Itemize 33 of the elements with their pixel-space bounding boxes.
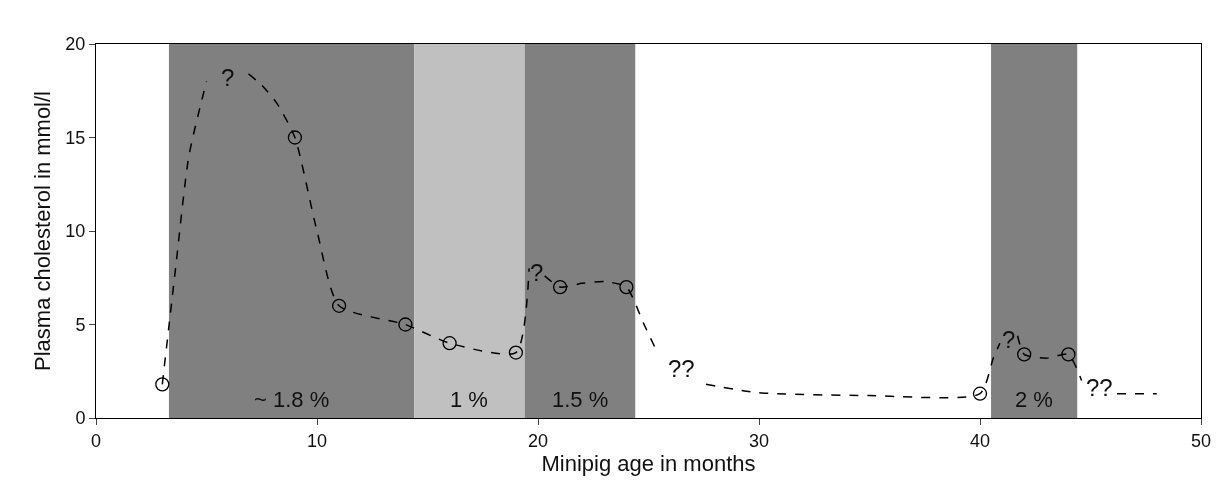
band-label: ~ 1.8 % xyxy=(254,387,330,412)
y-tick-label: 20 xyxy=(65,34,86,55)
x-tick-label: 40 xyxy=(969,430,991,451)
point xyxy=(552,279,568,295)
point xyxy=(1017,347,1032,362)
x-axis-title: Minipig age in months xyxy=(541,451,756,477)
y-tick-label: 0 xyxy=(75,408,86,429)
annotation: ? xyxy=(221,64,235,91)
band-label: 2 % xyxy=(1015,387,1053,412)
x-tick-label: 50 xyxy=(1190,430,1212,451)
x-tick-label: 30 xyxy=(748,430,770,451)
band-label: 1 % xyxy=(450,387,488,412)
annotation: ?? xyxy=(668,355,695,382)
point xyxy=(398,317,413,332)
point xyxy=(1061,347,1076,362)
point xyxy=(331,298,347,313)
point xyxy=(442,336,457,351)
band-label: 1.5 % xyxy=(552,387,609,412)
point xyxy=(972,386,988,401)
x-tick-label: 0 xyxy=(90,430,102,451)
x-tick-label: 10 xyxy=(306,430,328,451)
annotation: ?? xyxy=(1086,374,1113,401)
y-axis-title: Plasma cholesterol in mmol/l xyxy=(30,91,56,371)
point xyxy=(155,377,170,392)
point xyxy=(619,279,634,295)
annotation: ? xyxy=(530,259,544,286)
y-tick-label: 15 xyxy=(65,127,86,148)
annotation: ? xyxy=(1002,326,1016,353)
y-tick-label: 5 xyxy=(75,314,86,335)
y-tick-label: 10 xyxy=(65,221,86,242)
x-tick-label: 20 xyxy=(527,430,549,451)
point xyxy=(508,345,524,360)
point xyxy=(287,130,303,145)
